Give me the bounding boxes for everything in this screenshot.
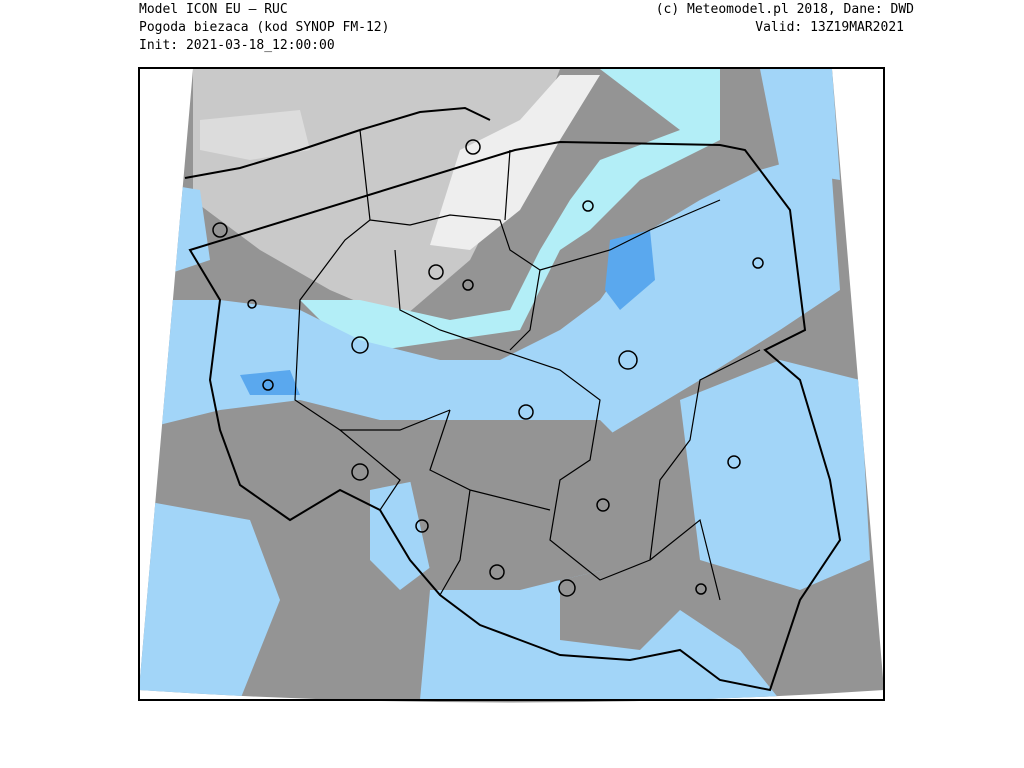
weather-field: [139, 69, 884, 703]
valid-label: Valid: 13Z19MAR2021: [755, 20, 904, 35]
cities: [212, 139, 764, 597]
init-label: Init: 2021-03-18_12:00:00: [139, 38, 335, 53]
regions: [294, 129, 761, 601]
model-label: Model ICON EU – RUC: [139, 2, 288, 17]
copyright-label: (c) Meteomodel.pl 2018, Dane: DWD: [655, 2, 914, 17]
map-frame: [138, 67, 885, 701]
product-label: Pogoda biezaca (kod SYNOP FM-12): [139, 20, 390, 35]
